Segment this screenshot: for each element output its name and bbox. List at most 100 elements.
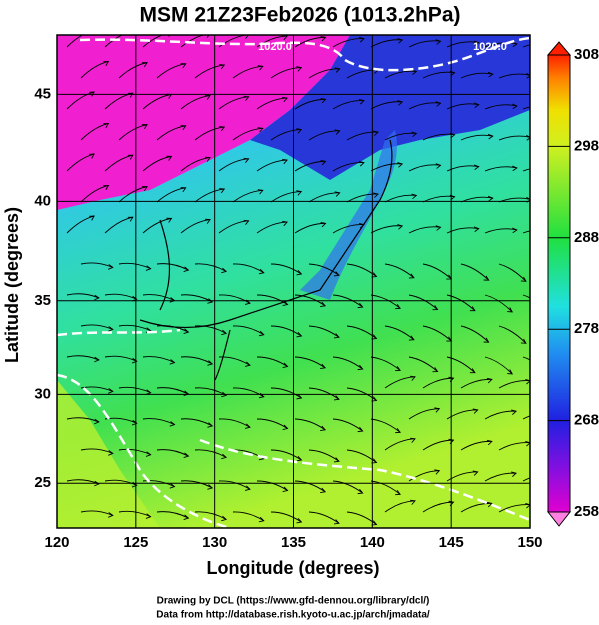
streamline	[384, 263, 415, 279]
streamline	[118, 124, 148, 141]
streamline	[180, 356, 213, 365]
streamline	[194, 511, 227, 520]
streamline	[232, 511, 265, 522]
y-axis-label: Latitude (degrees)	[2, 207, 22, 363]
streamline	[142, 155, 172, 172]
streamline	[484, 104, 517, 110]
streamline-arrow	[103, 184, 110, 191]
streamline	[256, 294, 288, 305]
streamline-arrow	[395, 304, 401, 310]
streamline-arrow	[472, 470, 479, 476]
streamline	[308, 511, 340, 524]
streamline-arrow	[483, 337, 490, 343]
streamline	[294, 480, 326, 493]
streamline	[80, 448, 113, 454]
streamline	[104, 293, 137, 300]
streamline-arrow	[435, 163, 442, 169]
streamline	[384, 500, 416, 513]
streamline-arrow	[207, 298, 214, 304]
streamline	[66, 355, 100, 361]
streamline-arrow	[371, 520, 378, 526]
streamline	[460, 440, 492, 451]
streamline	[370, 225, 403, 234]
streamline-arrow	[221, 515, 228, 522]
streamline	[332, 100, 364, 110]
colorbar-tick-label: 268	[574, 412, 599, 429]
streamline	[484, 166, 517, 172]
streamline-arrow	[94, 356, 100, 363]
streamline-arrow	[511, 471, 517, 477]
land	[300, 130, 397, 300]
streamline-arrow	[525, 502, 530, 509]
streamline	[294, 98, 326, 110]
streamline-arrow	[512, 227, 518, 234]
streamline	[484, 228, 517, 234]
streamline-arrow	[334, 191, 341, 197]
colorbar-extend	[546, 41, 572, 56]
streamline	[422, 133, 455, 141]
streamline	[384, 325, 415, 341]
streamline	[408, 470, 440, 482]
streamline	[498, 380, 530, 389]
streamline	[156, 187, 186, 203]
streamline-arrow	[142, 62, 148, 68]
streamline-arrow	[108, 326, 114, 332]
streamline	[522, 168, 530, 172]
streamline-arrow	[507, 369, 513, 375]
streamline	[332, 480, 363, 494]
streamline-arrow	[183, 452, 190, 459]
streamline-arrow	[282, 424, 289, 430]
streamline	[370, 294, 401, 309]
streamline	[142, 480, 175, 487]
streamline	[498, 325, 527, 344]
streamline	[142, 93, 172, 110]
streamline-arrow	[409, 437, 416, 443]
streamline-arrow	[408, 273, 415, 279]
x-axis-label: Longitude (degrees)	[206, 558, 379, 578]
streamline-arrow	[397, 100, 404, 106]
streamline	[142, 294, 175, 301]
streamline	[408, 408, 440, 420]
streamline	[194, 188, 225, 203]
streamline-arrow	[473, 102, 480, 108]
x-tick-label: 150	[517, 534, 542, 551]
streamline	[384, 194, 417, 203]
streamline	[522, 294, 530, 299]
streamline-arrow	[103, 122, 110, 129]
streamline	[332, 294, 363, 308]
streamline-arrow	[296, 190, 303, 196]
streamline-arrow	[473, 40, 480, 46]
streamline	[332, 224, 364, 234]
streamline	[384, 376, 416, 389]
streamline-arrow	[243, 157, 250, 164]
streamline	[218, 96, 249, 110]
streamline	[180, 480, 213, 489]
streamline	[460, 502, 492, 513]
streamline	[66, 35, 84, 48]
colorbar-tick-label: 298	[574, 137, 599, 154]
streamline-arrow	[469, 368, 476, 374]
streamline-arrow	[89, 153, 95, 159]
streamline	[498, 442, 530, 451]
streamline	[80, 61, 109, 79]
streamline	[522, 230, 530, 234]
streamline	[484, 410, 517, 420]
streamline-arrow	[296, 128, 303, 134]
streamline	[370, 480, 401, 495]
streamline-arrow	[89, 215, 95, 221]
streamline	[294, 294, 326, 307]
streamline-arrow	[357, 488, 364, 495]
streamline-arrow	[473, 226, 480, 232]
streamline	[408, 356, 438, 372]
streamline-arrow	[487, 133, 494, 140]
streamline-arrow	[282, 220, 288, 227]
streamline-arrow	[320, 35, 327, 42]
streamline-arrow	[371, 334, 378, 340]
streamline	[256, 35, 288, 48]
y-tick-label: 40	[34, 192, 51, 209]
streamline	[118, 262, 151, 270]
streamline-arrow	[512, 41, 518, 48]
streamline	[346, 193, 379, 203]
colorbar-tick-label: 288	[574, 229, 599, 246]
